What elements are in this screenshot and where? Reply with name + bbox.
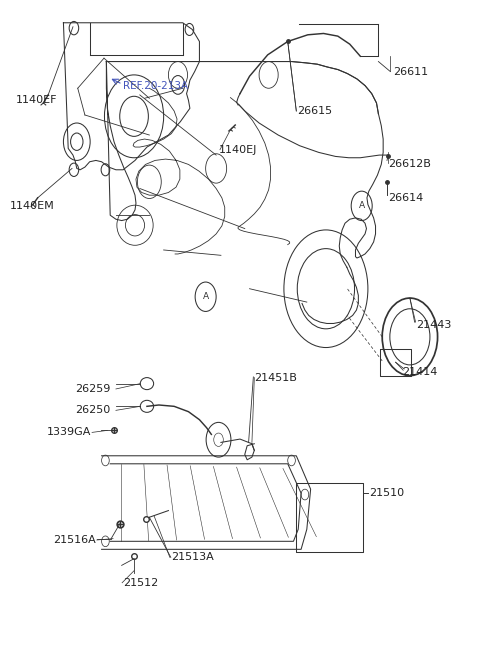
Text: 21516A: 21516A [53, 535, 96, 545]
Text: 21512: 21512 [123, 578, 158, 588]
Text: 26259: 26259 [75, 384, 111, 394]
Text: 1140EF: 1140EF [16, 95, 57, 105]
Text: 26611: 26611 [393, 66, 428, 76]
Text: 1339GA: 1339GA [47, 427, 91, 437]
Text: 1140EM: 1140EM [10, 201, 55, 211]
Text: 26250: 26250 [75, 405, 110, 415]
Text: 21414: 21414 [402, 367, 438, 377]
Text: 26615: 26615 [297, 106, 332, 116]
Text: 1140EJ: 1140EJ [218, 145, 257, 155]
Text: 21451B: 21451B [254, 372, 297, 382]
Text: 21513A: 21513A [171, 552, 214, 562]
Text: A: A [359, 201, 365, 211]
Text: 26614: 26614 [388, 193, 423, 203]
Text: REF.20-213A: REF.20-213A [123, 81, 188, 91]
Text: 21510: 21510 [369, 488, 404, 498]
Text: 21443: 21443 [417, 320, 452, 330]
Text: A: A [203, 293, 209, 301]
Text: 26612B: 26612B [388, 160, 431, 170]
